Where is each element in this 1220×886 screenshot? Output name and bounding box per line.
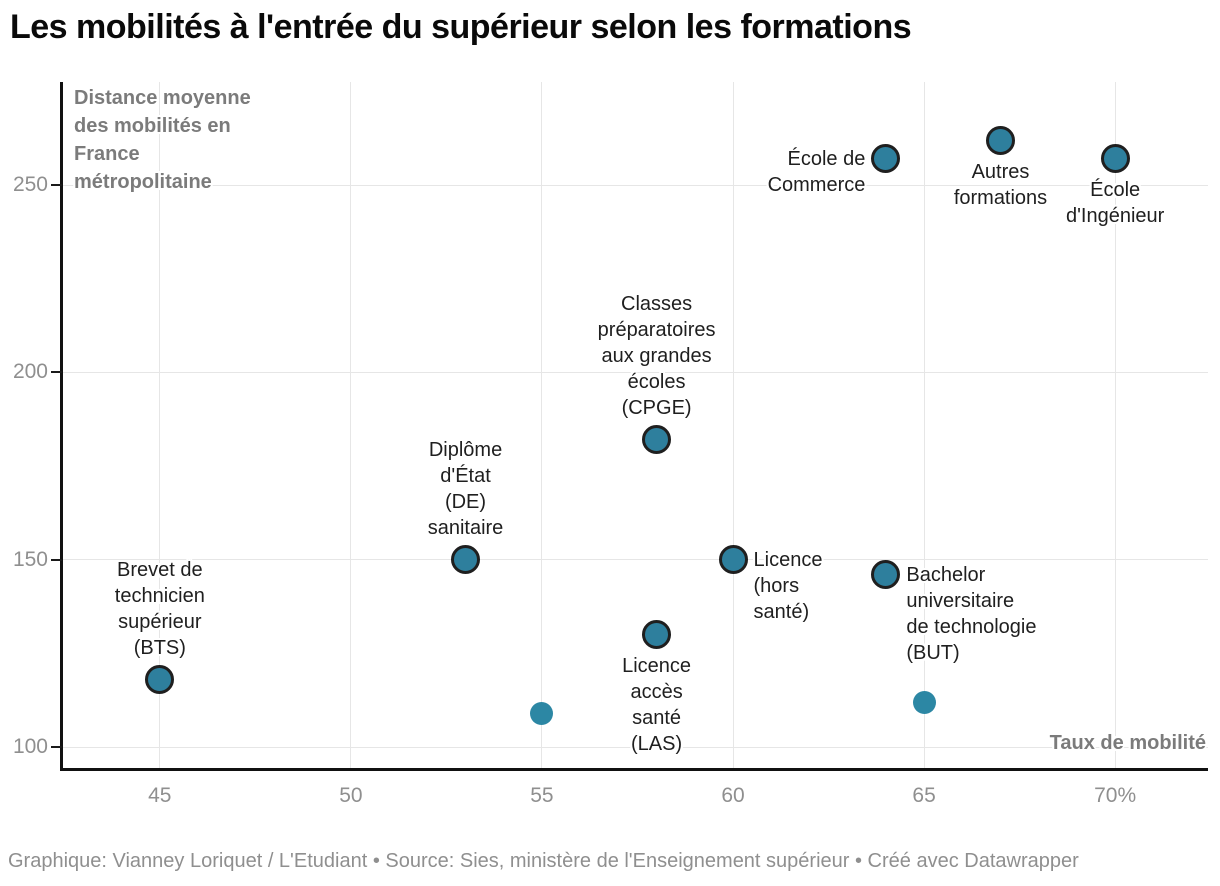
scatter-plot-area: Distance moyenne des mobilités en France… bbox=[12, 82, 1208, 807]
y-grid-line bbox=[62, 184, 1208, 186]
y-tick-mark bbox=[51, 746, 62, 749]
data-point-label: École de Commerce bbox=[767, 147, 866, 196]
chart-byline: Graphique: Vianney Loriquet / L'Etudiant… bbox=[8, 850, 1079, 872]
x-grid-line bbox=[1114, 82, 1116, 768]
y-grid-line bbox=[62, 371, 1208, 373]
x-tick-label: 45 bbox=[148, 784, 172, 807]
data-point-label: Licence accès santé (LAS) bbox=[622, 655, 692, 756]
y-axis-title: Distance moyenne des mobilités en France… bbox=[74, 87, 251, 193]
x-axis-line bbox=[60, 768, 1208, 771]
data-point[interactable] bbox=[451, 545, 481, 575]
chart-title: Les mobilités à l'entrée du supérieur se… bbox=[10, 8, 912, 46]
x-tick-label: 65 bbox=[912, 784, 936, 807]
x-grid-line bbox=[159, 82, 161, 768]
x-grid-line bbox=[541, 82, 543, 768]
y-tick-mark bbox=[51, 184, 62, 187]
data-point[interactable] bbox=[718, 545, 748, 575]
data-point[interactable] bbox=[642, 620, 672, 650]
x-tick-label: 70% bbox=[1094, 784, 1137, 807]
x-tick-label: 55 bbox=[530, 784, 554, 807]
x-axis-title: Taux de mobilité bbox=[1049, 732, 1206, 754]
data-point[interactable] bbox=[145, 665, 175, 695]
data-point[interactable] bbox=[530, 701, 554, 725]
data-point[interactable] bbox=[871, 560, 901, 590]
x-tick-label: 50 bbox=[339, 784, 363, 807]
data-point-label: Licence (hors santé) bbox=[753, 548, 823, 623]
data-point-label: Bachelor universitaire de technologie (B… bbox=[906, 563, 1037, 664]
data-point-label: Brevet de technicien supérieur (BTS) bbox=[114, 559, 205, 660]
y-grid-line bbox=[62, 746, 1208, 748]
y-axis-line bbox=[60, 82, 63, 771]
y-tick-mark bbox=[51, 371, 62, 374]
y-tick-mark bbox=[51, 558, 62, 561]
x-grid-line bbox=[923, 82, 925, 768]
data-point-label: Autres formations bbox=[953, 160, 1048, 209]
data-point[interactable] bbox=[1100, 144, 1130, 174]
y-tick-label: 150 bbox=[12, 547, 48, 571]
data-point-label: Classes préparatoires aux grandes écoles… bbox=[597, 293, 716, 420]
x-grid-line bbox=[732, 82, 734, 768]
y-tick-label: 200 bbox=[12, 360, 48, 384]
y-grid-line bbox=[62, 559, 1208, 561]
y-tick-label: 250 bbox=[12, 173, 48, 197]
data-point[interactable] bbox=[986, 125, 1015, 155]
data-point-label: Diplôme d'État (DE) sanitaire bbox=[427, 439, 504, 540]
data-point[interactable] bbox=[871, 144, 901, 174]
data-point[interactable] bbox=[912, 690, 936, 714]
x-grid-line bbox=[350, 82, 352, 768]
y-tick-label: 100 bbox=[12, 735, 48, 759]
x-tick-label: 60 bbox=[721, 784, 745, 807]
data-point-label: École d'Ingénieur bbox=[1065, 179, 1165, 228]
data-point[interactable] bbox=[642, 425, 672, 455]
